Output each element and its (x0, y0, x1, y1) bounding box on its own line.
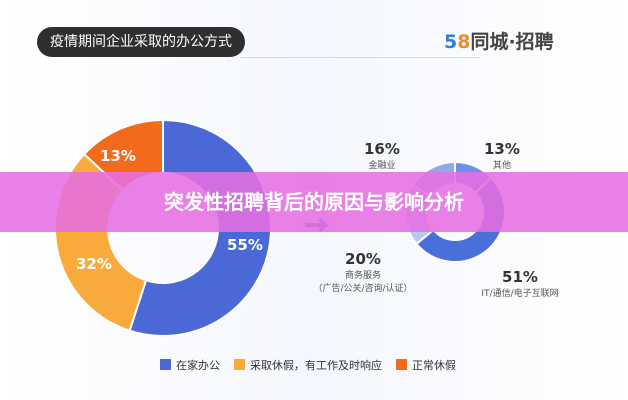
slice-label: 55% (227, 236, 263, 254)
divider (240, 57, 480, 58)
legend-item: 正常休假 (396, 357, 456, 373)
slice-label: 13% (100, 147, 136, 165)
slice-label-finance: 16% 金融业 (364, 140, 400, 171)
overlay-banner: 突发性招聘背后的原因与影响分析 (0, 172, 628, 232)
slice-label-business: 20% 商务服务 （广告/公关/咨询/认证） (313, 250, 413, 294)
logo: 58同城·招聘 (444, 31, 554, 53)
slice-label-it: 51% IT/通信/电子互联网 (481, 268, 559, 299)
slice-label: 32% (76, 255, 112, 273)
chart-title: 疫情期间企业采取的办公方式 (37, 27, 245, 57)
legend: 在家办公 采取休假，有工作及时响应 正常休假 (160, 357, 456, 373)
legend-item: 采取休假，有工作及时响应 (234, 357, 382, 373)
slice-label-other: 13% 其他 (484, 140, 520, 171)
legend-item: 在家办公 (160, 357, 220, 373)
